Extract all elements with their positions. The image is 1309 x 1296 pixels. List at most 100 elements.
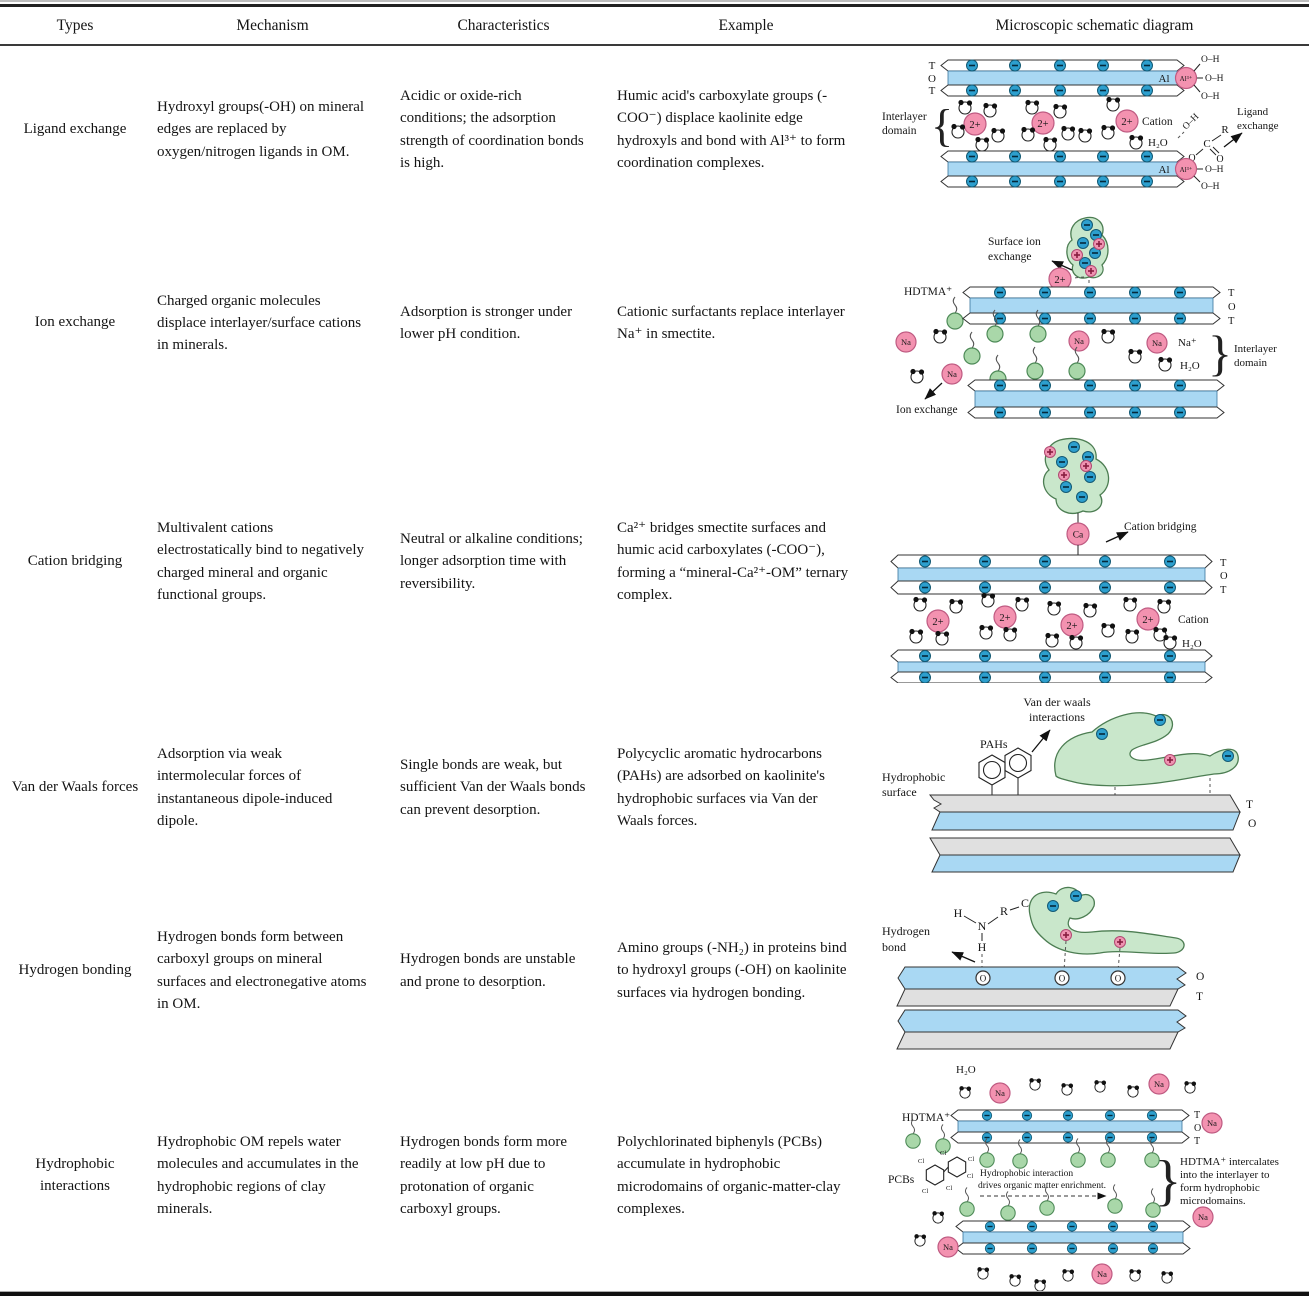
row-type: Cation bridging (27, 552, 123, 569)
n-atom: N (978, 919, 987, 933)
calcium-bridge-icon (1066, 522, 1090, 546)
van-der-waals-diagram: Van der waals interactions PAHs Hydropho… (882, 695, 1256, 873)
pahs-label: PAHs (980, 737, 1008, 751)
al3-cation-icon (1174, 66, 1198, 90)
row-example: Polychlorinated biphenyls (PCBs) accumul… (617, 1134, 841, 1217)
row-mechanism: Multivalent cations electrostatically bi… (157, 520, 365, 603)
row-characteristics: Acidic or oxide-rich conditions; the ads… (400, 88, 584, 171)
tot-label-t1: T (1228, 288, 1235, 299)
tot-label-o: O (928, 73, 936, 85)
clay-layer-bottom (890, 649, 1213, 684)
h2o-label: H₂O (1180, 360, 1200, 372)
cation-bridging-diagram: Cation bridging T O T (890, 437, 1228, 684)
tot-label-t1: T (929, 60, 936, 72)
row-type: Ligand exchange (23, 120, 127, 137)
oh-group: O–H (1201, 182, 1220, 192)
note-l3: form hydrophobic (1180, 1182, 1260, 1194)
clay-layer-top: O O O O T (896, 966, 1204, 1007)
vdw-label-l1: Van der waals (1023, 695, 1091, 709)
surface-ion-exchange-label-l2: exchange (988, 251, 1031, 263)
row-characteristics: Single bonds are weak, but sufficient Va… (400, 757, 586, 818)
o-site: O (1059, 974, 1066, 984)
ion-exchange-label: Ion exchange (896, 404, 958, 416)
c-atom: C (1021, 896, 1029, 910)
ligand-exchange-label-l1: Ligand (1237, 106, 1269, 118)
tot-label-o: O (1194, 1123, 1201, 1134)
cl-atom: Cl (940, 1150, 946, 1157)
tot-label-t2: T (1228, 316, 1235, 327)
hydrophobic-surface-label-l1: Hydrophobic (882, 770, 945, 784)
amine-group: H N R C H (954, 896, 1029, 970)
oh-group: O–H (1205, 74, 1224, 84)
tot-label-t2: T (929, 85, 936, 97)
na-ion-label: Na⁺ (1178, 337, 1197, 349)
free-water-and-sodium (958, 1073, 1197, 1104)
row-example: Humic acid's carboxylate groups (-COO⁻) … (617, 88, 846, 171)
header-characteristics: Characteristics (457, 16, 550, 34)
tot-label-o: O (1220, 571, 1228, 582)
h-atom: H (978, 940, 987, 954)
organic-matter-ribbon (1028, 886, 1185, 955)
surface-oxygen-sites: O O O (975, 970, 1126, 986)
o-atom: O (1216, 154, 1223, 165)
header-diagram: Microscopic schematic diagram (995, 16, 1194, 34)
enrichment-label-l1: Hydrophobic interaction (980, 1169, 1073, 1179)
cl-atom: Cl (968, 1156, 974, 1163)
hydrogen-bond-label-l1: Hydrogen (882, 924, 930, 938)
cation-label: Cation (1178, 614, 1209, 626)
hdtma-label: HDTMA⁺ (904, 286, 952, 298)
row-mechanism: Hydroxyl groups(-OH) on mineral edges ar… (157, 99, 365, 160)
ligand-exchange-label-l2: exchange (1237, 120, 1279, 132)
layer-label-t: T (1196, 991, 1203, 1003)
header-types: Types (56, 16, 94, 34)
surfactant-icon (935, 1123, 951, 1154)
o-atom: O (1188, 153, 1195, 164)
al-edge-label: Al (1159, 164, 1170, 176)
oh-group: O–H (1201, 55, 1220, 65)
row-type: Ion exchange (34, 314, 116, 331)
vdw-label-l2: interactions (1029, 710, 1085, 724)
hydrophobic-surface-label-l2: surface (882, 785, 917, 799)
header-mechanism: Mechanism (236, 16, 309, 34)
table-header-row: Types Mechanism Characteristics Example … (0, 7, 1309, 46)
hydrophobic-interactions-diagram: H₂O HDTMA⁺ T O (888, 1064, 1279, 1292)
cl-atom: Cl (946, 1185, 952, 1192)
clay-layer-top: T O T (890, 554, 1228, 596)
sodium-icon (1192, 1206, 1214, 1228)
top-rule-light (0, 0, 1309, 2)
row-example: Amino groups (-NH₂) in proteins bind to … (617, 940, 847, 1001)
table-row: Van der Waals forces Adsorption via weak… (0, 690, 1309, 885)
interlayer-label-l1: Interlayer (882, 111, 927, 123)
water-molecule-icon (1128, 134, 1144, 150)
row-characteristics: Adsorption is stronger under lower pH co… (400, 303, 573, 342)
cl-atom: Cl (967, 1173, 973, 1180)
row-mechanism: Hydrogen bonds form between carboxyl gro… (157, 929, 367, 1012)
layer-label-t: T (1246, 799, 1253, 811)
ion-exchange-diagram: Surface ion exchange HDTMA⁺ T (895, 216, 1277, 418)
layer-label-o: O (1248, 818, 1256, 830)
note-brace: } (1155, 1150, 1182, 1212)
table-row: Cation bridging Multivalent cations elec… (0, 433, 1309, 690)
table-row: Ion exchange Charged organic molecules d… (0, 213, 1309, 433)
interlayer-label-l2: domain (1234, 357, 1267, 369)
cation-bridging-label: Cation bridging (1124, 521, 1197, 533)
note-l1: HDTMA⁺ intercalates (1180, 1156, 1279, 1168)
h-atom: H (954, 906, 963, 920)
row-example: Polycyclic aromatic hydrocarbons (PAHs) … (617, 746, 825, 829)
row-characteristics: Neutral or alkaline conditions; longer a… (400, 531, 583, 592)
tot-label-t2: T (1220, 585, 1227, 596)
clay-layer-bottom: Al O–H O–H (940, 150, 1224, 192)
layer-label-o: O (1196, 971, 1204, 983)
al3-cation-icon (1174, 157, 1198, 181)
top-rule-dark (0, 4, 1309, 7)
oh-group: O–H (1201, 92, 1220, 102)
table-row: Hydrogen bonding Hydrogen bonds form bet… (0, 885, 1309, 1055)
sodium-icon (1201, 1112, 1223, 1134)
cl-atom: Cl (922, 1188, 928, 1195)
al-edge-label: Al (1159, 73, 1170, 85)
o-site: O (980, 974, 987, 984)
tot-label-t1: T (1194, 1110, 1200, 1121)
tot-label-t2: T (1194, 1136, 1200, 1147)
water-molecule-icon (1162, 634, 1178, 650)
hdtma-label: HDTMA⁺ (902, 1112, 950, 1124)
